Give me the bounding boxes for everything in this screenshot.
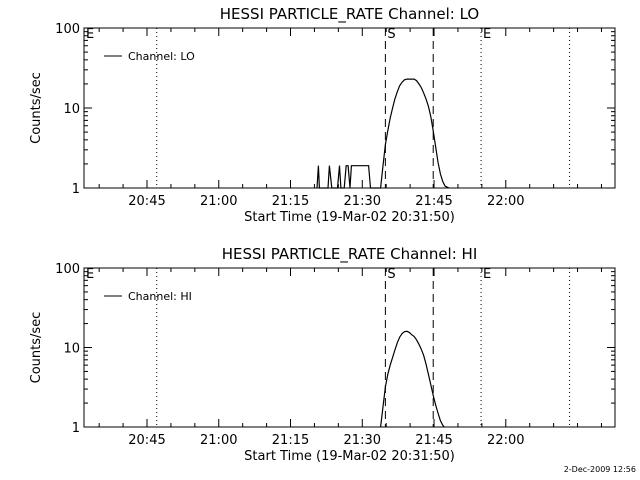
plot1-marker-label: E <box>483 27 491 42</box>
plot2-x-tick-label: 20:45 <box>128 433 165 448</box>
plot1-x-tick-label: 21:00 <box>200 194 237 209</box>
plot2-y-tick-label: 1 <box>72 421 80 436</box>
plot2-x-tick-label: 21:45 <box>415 433 452 448</box>
plot1-title: HESSI PARTICLE_RATE Channel: LO <box>220 5 479 24</box>
plot2-legend-label: Channel: HI <box>128 290 192 303</box>
plot1-x-tick-label: 21:15 <box>272 194 309 209</box>
plot2-title: HESSI PARTICLE_RATE Channel: HI <box>222 245 478 264</box>
plot2-x-tick-label: 21:00 <box>200 433 237 448</box>
plot2-marker-label: E <box>483 267 491 282</box>
plot2-y-tick-label: 10 <box>63 342 80 357</box>
plot1-legend-label: Channel: LO <box>128 50 195 63</box>
plot1-x-tick-label: 21:30 <box>344 194 381 209</box>
plot1-x-tick-label: 21:45 <box>415 194 452 209</box>
plot2-marker-label: E <box>86 267 94 282</box>
plot1-marker-label: S <box>387 27 395 42</box>
plot1-y-tick-label: 1 <box>72 182 80 197</box>
plot1-x-axis-label: Start Time (19-Mar-02 20:31:50) <box>244 210 455 225</box>
plot1-marker-label: E <box>86 27 94 42</box>
plot2-series-line <box>380 330 445 428</box>
plot2-marker-label: S <box>387 267 395 282</box>
plot2-x-axis-label: Start Time (19-Mar-02 20:31:50) <box>244 449 455 464</box>
plot2-x-tick-label: 21:30 <box>344 433 381 448</box>
plot1-y-axis-label: Counts/sec <box>29 72 44 144</box>
plot1-x-tick-label: 22:00 <box>487 194 524 209</box>
plot2-x-tick-label: 22:00 <box>487 433 524 448</box>
plot2-x-tick-label: 21:15 <box>272 433 309 448</box>
plot1-x-tick-label: 20:45 <box>128 194 165 209</box>
plot1-series-line <box>316 78 450 189</box>
plot1-y-tick-label: 100 <box>55 22 80 37</box>
plot2-y-tick-label: 100 <box>55 262 80 277</box>
footer-timestamp: 2-Dec-2009 12:56 <box>563 465 636 474</box>
plot1-y-tick-label: 10 <box>63 102 80 117</box>
plot2-y-axis-label: Counts/sec <box>29 312 44 384</box>
